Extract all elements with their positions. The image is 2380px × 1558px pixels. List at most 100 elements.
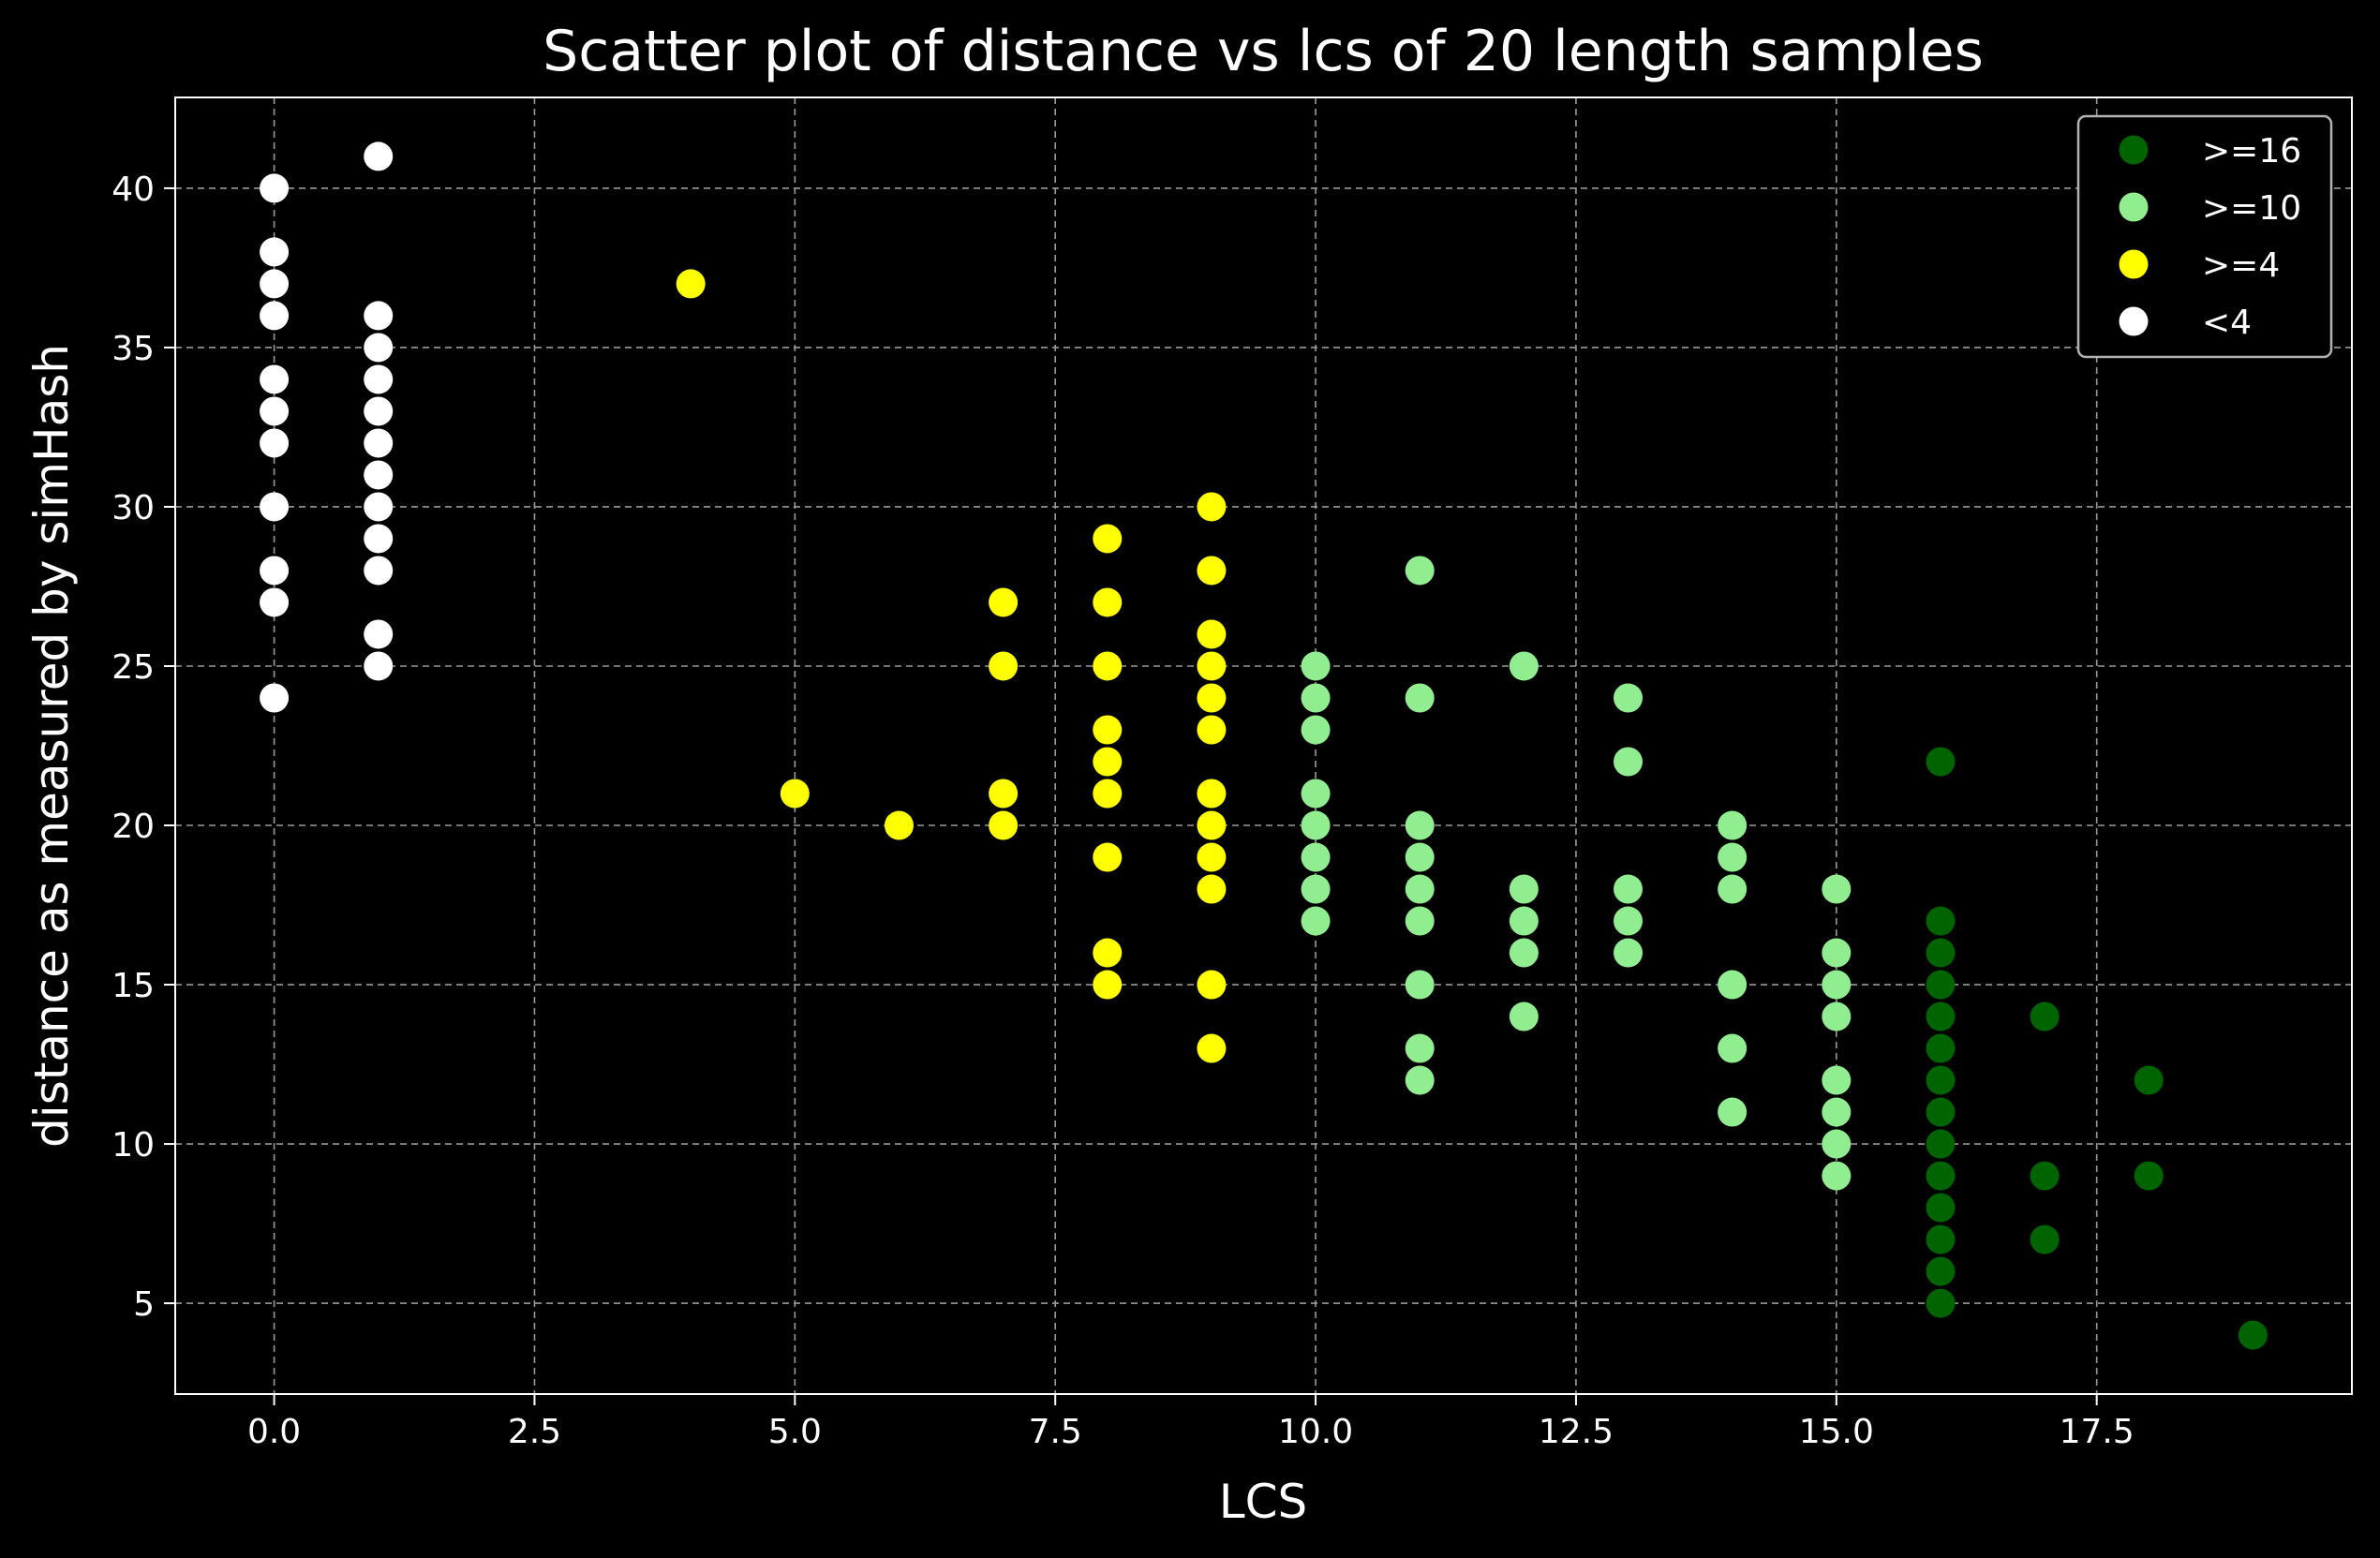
scatter-point [260,269,290,299]
scatter-point [1093,715,1123,745]
scatter-point [1926,1224,1956,1254]
plot-frame [174,96,2353,1395]
scatter-point [2030,1224,2060,1254]
scatter-point [2030,1002,2060,1031]
scatter-point [1822,1129,1852,1159]
legend-label: >=4 [2202,246,2280,285]
scatter-point [2134,1065,2164,1095]
scatter-point [1093,524,1123,554]
scatter-point [1822,1002,1852,1031]
scatter-point [1926,1097,1956,1127]
scatter-point [1614,747,1644,777]
scatter-point [1093,747,1123,777]
scatter-point [1301,906,1331,936]
scatter-point [364,428,394,458]
scatter-point [1926,1002,1956,1031]
scatter-point [1718,970,1748,1000]
scatter-point [989,779,1019,809]
scatter-point [676,269,706,299]
scatter-point [1197,810,1227,840]
scatter-point [1197,842,1227,872]
scatter-point [260,173,290,203]
scatter-point [1718,874,1748,904]
scatter-point [1926,1288,1956,1318]
scatter-point [364,460,394,490]
scatter-point [1197,1033,1227,1063]
scatter-point [1509,938,1539,968]
scatter-point [1926,1256,1956,1286]
scatter-point [1509,651,1539,681]
scatter-point [1509,1002,1539,1031]
scatter-point [1926,1161,1956,1191]
scatter-point [260,237,290,267]
scatter-point [1093,842,1123,872]
scatter-point [1926,747,1956,777]
scatter-point [1197,492,1227,522]
scatter-point [1614,683,1644,713]
scatter-point [1614,938,1644,968]
y-tick-label: 5 [133,1285,155,1324]
x-axis-ticks: 0.0 2.5 5.0 7.5 10.0 12.5 15.0 17.5 [247,1394,2135,1451]
legend-marker [2119,306,2149,336]
y-tick-label: 15 [112,967,155,1005]
scatter-point [1822,874,1852,904]
x-tick-label: 15.0 [1799,1413,1874,1451]
scatter-point [1822,970,1852,1000]
scatter-point [1405,683,1435,713]
scatter-point [1822,1065,1852,1095]
scatter-point [260,364,290,394]
scatter-point [1093,970,1123,1000]
scatter-point [260,556,290,586]
scatter-point [1197,715,1227,745]
scatter-point [260,683,290,713]
scatter-point [1301,715,1331,745]
legend-label: >=16 [2202,132,2301,171]
scatter-point [364,396,394,426]
scatter-point [364,333,394,363]
scatter-point [1197,683,1227,713]
scatter-point [1197,651,1227,681]
y-tick-label: 35 [112,330,155,368]
legend-marker [2119,135,2149,165]
scatter-point [260,301,290,331]
scatter-point [1301,651,1331,681]
scatter-point [989,587,1019,617]
scatter-point [1926,1065,1956,1095]
scatter-point [260,428,290,458]
y-tick-label: 30 [112,489,155,527]
scatter-point [1926,906,1956,936]
x-tick-label: 12.5 [1539,1413,1614,1451]
scatter-point [1614,906,1644,936]
scatter-point [1197,874,1227,904]
legend: >=16 >=10 >=4 <4 [2076,114,2333,359]
scatter-point [1197,619,1227,649]
legend-label: >=10 [2202,189,2301,228]
scatter-point [1509,874,1539,904]
scatter-point [1197,779,1227,809]
scatter-point [1926,1033,1956,1063]
scatter-point [364,524,394,554]
scatter-point [1926,1129,1956,1159]
scatter-point [1509,906,1539,936]
x-tick-label: 10.0 [1278,1413,1353,1451]
y-tick-label: 25 [112,648,155,687]
scatter-point [364,492,394,522]
scatter-point [1718,1097,1748,1127]
legend-marker [2119,249,2149,279]
scatter-point [1926,970,1956,1000]
scatter-point [989,810,1019,840]
scatter-point [1822,1161,1852,1191]
scatter-point [260,396,290,426]
scatter-point [1405,906,1435,936]
y-tick-label: 10 [112,1126,155,1165]
scatter-point [1926,938,1956,968]
x-tick-label: 2.5 [508,1413,561,1451]
scatter-point [1718,842,1748,872]
scatter-point [1197,556,1227,586]
scatter-point [1301,683,1331,713]
scatter-point [1301,779,1331,809]
y-axis-title: distance as measured by simHash [24,344,79,1148]
scatter-point [1718,1033,1748,1063]
